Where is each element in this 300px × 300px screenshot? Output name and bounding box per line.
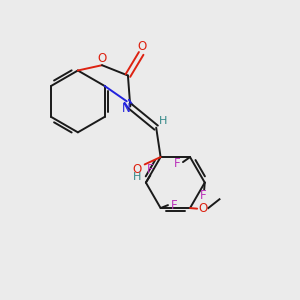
Text: F: F — [174, 157, 180, 170]
Text: O: O — [98, 52, 106, 65]
Text: O: O — [132, 163, 142, 176]
Text: H: H — [133, 172, 141, 182]
Text: F: F — [147, 164, 154, 176]
Text: F: F — [200, 189, 207, 202]
Text: F: F — [171, 199, 178, 212]
Text: N: N — [122, 102, 131, 115]
Text: O: O — [198, 202, 208, 215]
Text: H: H — [159, 116, 168, 126]
Text: O: O — [137, 40, 146, 53]
